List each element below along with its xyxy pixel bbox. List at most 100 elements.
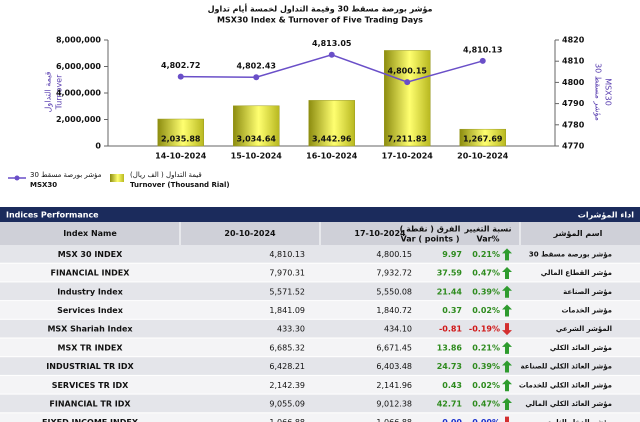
var-points: 13.86: [437, 343, 463, 352]
table-row: [0, 375, 640, 394]
table-title: Indices Performance: [6, 211, 99, 220]
var-points: 0.00: [442, 418, 462, 422]
index-name: FINANCIAL TR IDX: [49, 399, 131, 408]
table-row: [0, 394, 640, 413]
bar: [308, 100, 355, 147]
column-header: الفرق ( نقطة ): [400, 225, 461, 234]
value-current: 1,841.09: [269, 306, 305, 315]
bar-label: 2,035.88: [161, 135, 201, 144]
value-previous: 4,800.15: [376, 250, 412, 259]
table-row: [0, 357, 640, 375]
value-current: 9,055.09: [269, 399, 305, 408]
index-name-ar: مؤشر بورصة مسقط 30: [529, 250, 612, 258]
column-header: اسم المؤشر: [553, 229, 603, 238]
value-previous: 7,932.72: [376, 269, 412, 278]
var-points: -0.81: [439, 325, 462, 334]
y2-tick-label: 4820: [562, 36, 585, 45]
table-row: [0, 301, 640, 319]
point-label: 4,810.13: [463, 45, 502, 54]
index-name: MSX TR INDEX: [57, 343, 123, 352]
y2-axis-title-ar: مؤشر مسقط 30: [594, 63, 603, 121]
arrow-up: [502, 360, 512, 373]
table-row: [0, 263, 640, 282]
arrow-down: [502, 323, 512, 336]
x-tick-label: 17-10-2024: [382, 152, 434, 161]
column-header: 17-10-2024: [354, 229, 406, 238]
table-title-bar: [0, 207, 640, 222]
arrow-up: [502, 341, 512, 354]
index-name: Services Index: [57, 306, 124, 315]
var-percent: 0.39%: [472, 362, 500, 371]
arrow-up: [502, 285, 512, 298]
index-name: INDUSTRIAL TR IDX: [46, 362, 134, 371]
index-name-ar: مؤشر القطاع المالي: [541, 269, 612, 277]
legend-box: [110, 174, 124, 182]
index-name-ar: المؤشر الشرعي: [556, 325, 612, 333]
legend-label: MSX30: [30, 181, 57, 189]
value-current: 7,970.31: [269, 269, 305, 278]
var-percent: 0.21%: [472, 250, 500, 259]
var-points: 24.73: [437, 362, 462, 371]
value-previous: 6,403.48: [376, 362, 412, 371]
column-header: نسبة التغيير: [463, 225, 511, 234]
point-label: 4,813.05: [312, 39, 352, 48]
point-label: 4,800.15: [388, 67, 428, 76]
index-name: MSX Shariah Index: [47, 325, 133, 334]
x-tick-label: 15-10-2024: [231, 152, 283, 161]
table-title-ar: اداء المؤشرات: [578, 211, 634, 220]
var-points: 21.44: [437, 287, 463, 296]
index-name: FINANCIAL INDEX: [51, 269, 131, 278]
value-previous: 1,066.88: [376, 418, 412, 422]
value-current: 4,810.13: [269, 250, 305, 259]
table-row: [0, 338, 640, 357]
var-points: 0.37: [442, 306, 462, 315]
legend-label-ar: قيمة التداول ( الف ريال): [130, 171, 202, 179]
column-header: Var%: [476, 235, 499, 244]
x-tick-label: 20-10-2024: [457, 152, 509, 161]
index-name-ar: مؤشر العائد الكلي: [550, 344, 612, 352]
y-axis-title-ar: قيمة التداول: [44, 71, 53, 112]
x-tick-label: 14-10-2024: [155, 152, 207, 161]
arrow-up: [502, 304, 512, 317]
value-previous: 6,671.45: [376, 343, 412, 352]
point: [177, 73, 184, 80]
bar-label: 1,267.69: [463, 135, 503, 144]
index-name: MSX 30 INDEX: [58, 250, 123, 259]
bar: [157, 118, 204, 147]
point: [253, 74, 260, 81]
y2-tick-label: 4810: [562, 57, 585, 66]
y2-tick-label: 4790: [562, 99, 585, 108]
value-previous: 2,141.96: [376, 381, 412, 390]
var-points: 0.43: [442, 381, 462, 390]
y-tick-label: 0: [95, 142, 101, 151]
point: [479, 57, 486, 64]
index-name: SERVICES TR IDX: [52, 381, 129, 390]
arrow-down: [505, 416, 509, 422]
bar: [233, 105, 280, 147]
legend-dot: [14, 175, 20, 181]
var-points: 9.97: [442, 250, 462, 259]
bar: [384, 50, 431, 147]
line: [180, 53, 483, 83]
var-percent: 0.21%: [472, 343, 500, 352]
value-current: 5,571.52: [269, 287, 305, 296]
arrow-up: [502, 267, 512, 280]
var-percent: 0.47%: [472, 269, 500, 278]
arrow-up: [502, 397, 512, 410]
column-header: 20-10-2024: [224, 229, 276, 238]
value-previous: 5,550.08: [376, 287, 412, 296]
y-axis-title: Turnover: [55, 74, 64, 111]
legend-label-ar: مؤشر بورصة مسقط 30: [30, 171, 102, 179]
value-previous: 434.10: [384, 325, 412, 334]
index-name-ar: مؤشر الصناعة: [563, 288, 612, 296]
y-tick-label: 2,000,000: [56, 115, 101, 124]
y-tick-label: 6,000,000: [56, 62, 101, 71]
point: [328, 51, 335, 58]
chart-title: مؤشر بورصة مسقط 30 وقيمة التداول لخمسة أ…: [208, 4, 433, 14]
chart-subtitle: MSX30 Index & Turnover of Five Trading D…: [217, 16, 423, 25]
var-percent: 0.02%: [472, 381, 500, 390]
bar: [459, 128, 506, 147]
index-name-ar: مؤشر العائد الكلي المالي: [525, 400, 612, 408]
bar-label: 3,442.96: [312, 135, 352, 144]
